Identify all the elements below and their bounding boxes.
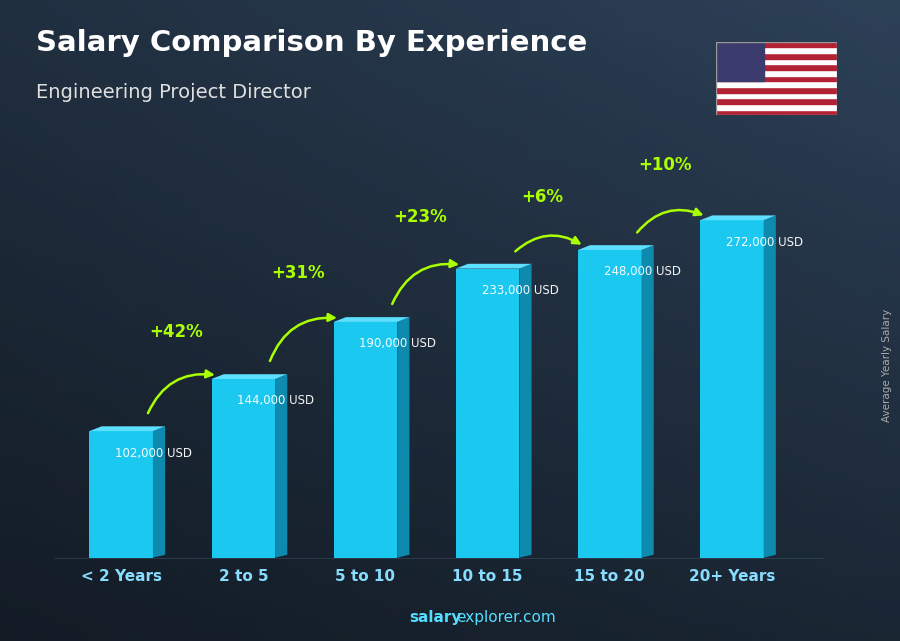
Bar (716, 42, 764, 81)
Text: 233,000 USD: 233,000 USD (482, 284, 558, 297)
Polygon shape (89, 426, 166, 431)
Text: +23%: +23% (393, 208, 447, 226)
Text: 190,000 USD: 190,000 USD (359, 337, 436, 351)
Polygon shape (456, 264, 532, 269)
Bar (716, 42, 837, 47)
Polygon shape (334, 317, 410, 322)
Polygon shape (89, 431, 153, 558)
Bar (716, 81, 837, 87)
Text: 248,000 USD: 248,000 USD (604, 265, 680, 278)
Polygon shape (700, 221, 764, 558)
Polygon shape (212, 374, 287, 379)
Bar (716, 87, 837, 93)
Polygon shape (275, 374, 287, 558)
Bar (716, 98, 837, 104)
Bar (716, 53, 837, 59)
Polygon shape (642, 245, 653, 558)
Bar (716, 104, 837, 110)
Text: Engineering Project Director: Engineering Project Director (36, 83, 310, 103)
Text: explorer.com: explorer.com (456, 610, 556, 625)
Polygon shape (397, 317, 410, 558)
Bar (716, 59, 837, 64)
Text: +31%: +31% (272, 263, 325, 281)
Text: 144,000 USD: 144,000 USD (238, 394, 314, 408)
Bar (716, 47, 837, 53)
Polygon shape (456, 269, 519, 558)
Bar (716, 110, 837, 115)
Text: +42%: +42% (149, 322, 203, 340)
Polygon shape (519, 264, 532, 558)
Polygon shape (212, 379, 275, 558)
Polygon shape (334, 322, 397, 558)
Text: 102,000 USD: 102,000 USD (115, 447, 192, 460)
Polygon shape (578, 245, 653, 250)
Bar (716, 70, 837, 76)
Text: +10%: +10% (638, 156, 691, 174)
Polygon shape (700, 215, 776, 221)
Polygon shape (764, 215, 776, 558)
Polygon shape (153, 426, 166, 558)
Text: Salary Comparison By Experience: Salary Comparison By Experience (36, 29, 587, 57)
Polygon shape (578, 250, 642, 558)
Text: 272,000 USD: 272,000 USD (725, 236, 803, 249)
Bar (716, 93, 837, 98)
Text: +6%: +6% (522, 188, 563, 206)
Text: salary: salary (410, 610, 462, 625)
Text: Average Yearly Salary: Average Yearly Salary (881, 309, 892, 422)
Bar (716, 76, 837, 81)
Bar (716, 64, 837, 70)
